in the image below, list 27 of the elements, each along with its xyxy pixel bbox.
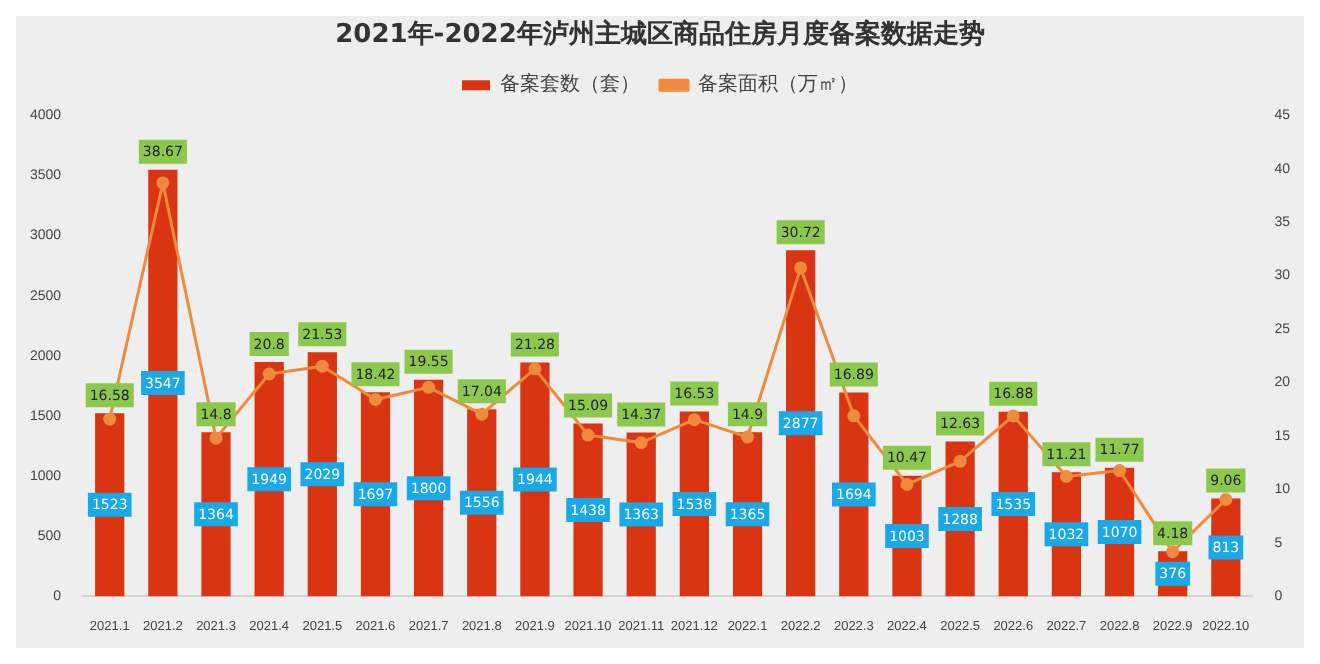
point xyxy=(209,431,223,445)
point xyxy=(1059,470,1073,484)
point xyxy=(1113,464,1127,478)
point xyxy=(1219,493,1233,507)
point xyxy=(315,359,329,373)
bar xyxy=(148,169,178,597)
point xyxy=(847,409,861,423)
point xyxy=(475,407,489,421)
legend-label: 备案面积（万㎡） xyxy=(698,72,858,97)
point xyxy=(528,362,542,376)
point xyxy=(794,261,808,275)
point xyxy=(634,436,648,450)
point xyxy=(900,477,914,491)
point xyxy=(368,392,382,406)
point xyxy=(741,430,755,444)
point xyxy=(422,380,436,394)
legend-label: 备案套数（套） xyxy=(500,72,640,97)
point xyxy=(262,367,276,381)
point xyxy=(953,454,967,468)
point xyxy=(687,413,701,427)
point xyxy=(581,428,595,442)
chart-title: 2021年-2022年泸州主城区商品住房月度备案数据走势 xyxy=(335,18,985,51)
point xyxy=(103,412,117,426)
point xyxy=(156,176,170,190)
point xyxy=(1006,409,1020,423)
point xyxy=(1166,545,1180,559)
bar xyxy=(786,250,816,597)
